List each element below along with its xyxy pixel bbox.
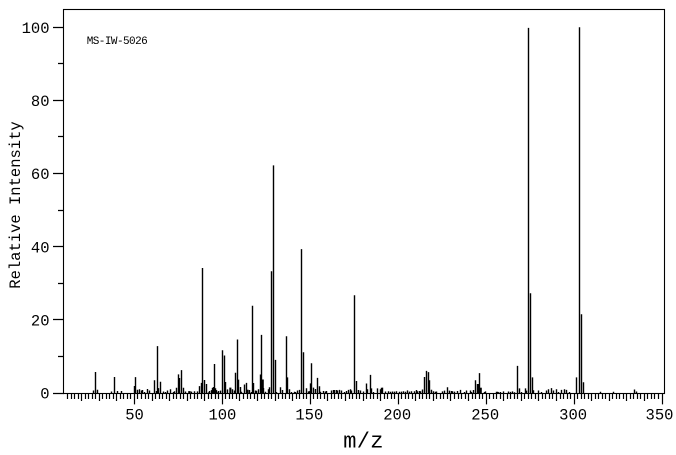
svg-text:Relative Intensity: Relative Intensity [7, 121, 25, 288]
svg-text:40: 40 [31, 239, 50, 257]
svg-text:0: 0 [40, 386, 49, 404]
svg-text:200: 200 [383, 406, 411, 424]
svg-text:100: 100 [208, 406, 236, 424]
svg-text:20: 20 [31, 313, 50, 331]
svg-text:350: 350 [646, 406, 674, 424]
svg-text:300: 300 [559, 406, 587, 424]
svg-text:m/z: m/z [343, 430, 384, 455]
svg-text:50: 50 [125, 406, 144, 424]
svg-text:150: 150 [295, 406, 323, 424]
svg-text:100: 100 [22, 20, 50, 38]
svg-text:MS-IW-5026: MS-IW-5026 [87, 36, 148, 48]
svg-text:250: 250 [471, 406, 499, 424]
svg-text:60: 60 [31, 166, 50, 184]
svg-text:80: 80 [31, 93, 50, 111]
